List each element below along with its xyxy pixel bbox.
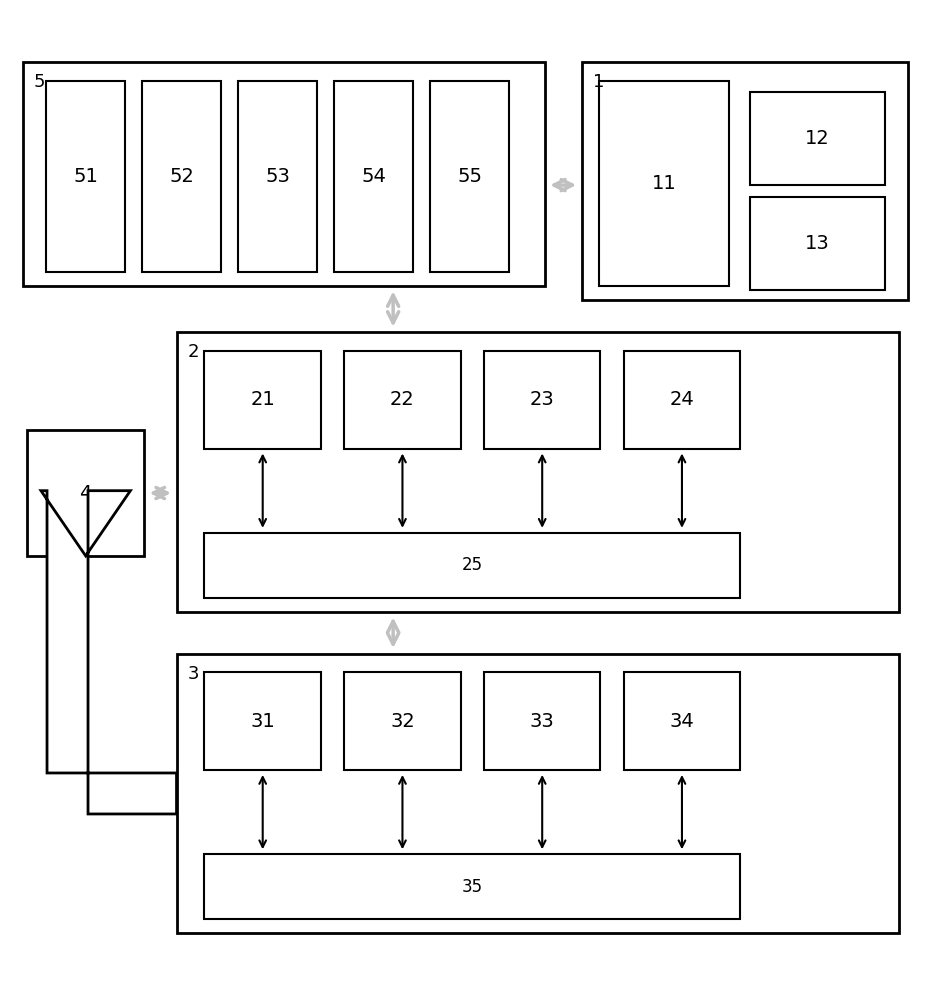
Text: 25: 25	[462, 556, 483, 574]
Text: 24: 24	[669, 390, 695, 409]
Text: 31: 31	[250, 712, 275, 731]
Text: 34: 34	[669, 712, 695, 731]
Text: 2: 2	[188, 343, 199, 361]
Bar	[344, 672, 461, 770]
Text: 22: 22	[390, 390, 415, 409]
Bar	[484, 351, 601, 449]
Bar	[430, 81, 509, 272]
Bar	[238, 81, 317, 272]
Polygon shape	[41, 491, 177, 814]
Bar	[23, 62, 544, 286]
Bar	[624, 351, 740, 449]
Bar	[749, 197, 885, 290]
Bar	[344, 351, 461, 449]
Bar	[484, 672, 601, 770]
Bar	[205, 351, 321, 449]
Bar	[27, 430, 144, 556]
Bar	[749, 92, 885, 185]
Bar	[334, 81, 414, 272]
Text: 33: 33	[530, 712, 555, 731]
Bar	[177, 654, 899, 933]
Text: 4: 4	[80, 484, 92, 503]
Text: 1: 1	[593, 73, 604, 91]
Text: 55: 55	[457, 167, 482, 186]
Text: 11: 11	[651, 174, 676, 193]
Bar	[205, 533, 740, 598]
Text: 35: 35	[462, 878, 483, 896]
Text: 32: 32	[390, 712, 415, 731]
Text: 53: 53	[265, 167, 290, 186]
Text: 5: 5	[34, 73, 45, 91]
Text: 12: 12	[805, 129, 829, 148]
Bar	[205, 854, 740, 919]
Bar	[46, 81, 125, 272]
Bar	[599, 81, 729, 286]
Text: 54: 54	[361, 167, 386, 186]
Text: 52: 52	[169, 167, 194, 186]
Text: 21: 21	[250, 390, 275, 409]
Text: 23: 23	[530, 390, 555, 409]
Bar	[582, 62, 908, 300]
Bar	[205, 672, 321, 770]
Bar	[142, 81, 221, 272]
Text: 51: 51	[73, 167, 98, 186]
Bar	[624, 672, 740, 770]
Text: 13: 13	[805, 234, 829, 253]
Bar	[177, 332, 899, 612]
Text: 3: 3	[188, 665, 199, 683]
